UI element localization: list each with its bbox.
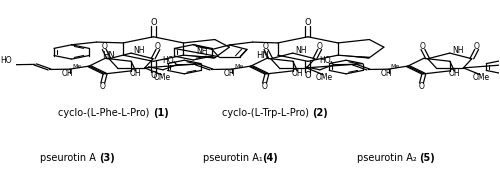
Text: cyclo-(L-Trp-L-Pro): cyclo-(L-Trp-L-Pro): [222, 108, 312, 118]
Text: (5): (5): [420, 153, 435, 163]
Text: OH: OH: [224, 69, 235, 78]
Text: OH: OH: [380, 69, 392, 78]
Text: O: O: [304, 71, 311, 80]
Text: O: O: [474, 42, 480, 51]
Text: O: O: [150, 71, 156, 80]
Text: O: O: [262, 82, 268, 91]
Text: (4): (4): [262, 153, 278, 163]
Text: OH: OH: [130, 69, 141, 78]
Text: Me: Me: [72, 64, 82, 69]
Text: NH: NH: [295, 45, 306, 54]
Text: OH: OH: [449, 69, 460, 78]
Text: O: O: [155, 42, 161, 51]
Text: HN: HN: [256, 51, 269, 60]
Text: O: O: [420, 42, 426, 51]
Text: HO: HO: [162, 56, 174, 65]
Text: HO: HO: [0, 56, 12, 65]
Text: NH: NH: [196, 47, 208, 56]
Text: OMe: OMe: [316, 73, 333, 82]
Text: OH: OH: [292, 69, 304, 78]
Text: O: O: [101, 42, 107, 51]
Text: pseurotin A₂: pseurotin A₂: [356, 153, 420, 163]
Text: pseurotin A₁: pseurotin A₁: [202, 153, 262, 163]
Text: HN: HN: [102, 51, 115, 60]
Text: pseurotin A: pseurotin A: [40, 153, 100, 163]
Text: O: O: [304, 18, 311, 27]
Text: cyclo-(L-Phe-L-Pro): cyclo-(L-Phe-L-Pro): [58, 108, 153, 118]
Text: O: O: [418, 82, 424, 91]
Text: O: O: [150, 18, 156, 27]
Text: (2): (2): [312, 108, 328, 118]
Text: NH: NH: [452, 45, 464, 54]
Text: O: O: [263, 42, 269, 51]
Text: OMe: OMe: [472, 73, 490, 82]
Text: NH: NH: [134, 45, 145, 54]
Polygon shape: [184, 55, 216, 59]
Text: OH: OH: [62, 69, 73, 78]
Text: (1): (1): [153, 108, 168, 118]
Text: O: O: [317, 42, 322, 51]
Polygon shape: [338, 55, 370, 59]
Text: HO: HO: [320, 56, 331, 65]
Text: O: O: [100, 82, 105, 91]
Text: OMe: OMe: [154, 73, 171, 82]
Text: Me: Me: [391, 64, 400, 69]
Text: Me: Me: [234, 64, 243, 69]
Text: (3): (3): [100, 153, 115, 163]
